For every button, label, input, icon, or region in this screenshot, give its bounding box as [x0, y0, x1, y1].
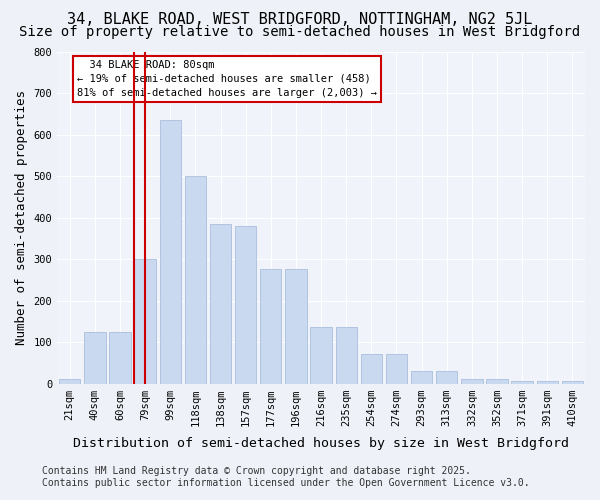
Bar: [59, 380, 80, 384]
Bar: [361, 354, 382, 384]
Bar: [84, 332, 106, 384]
X-axis label: Distribution of semi-detached houses by size in West Bridgford: Distribution of semi-detached houses by …: [73, 437, 569, 450]
Bar: [260, 270, 281, 384]
Bar: [536, 382, 558, 384]
Bar: [134, 259, 156, 384]
Bar: [285, 270, 307, 384]
Text: 34, BLAKE ROAD, WEST BRIDGFORD, NOTTINGHAM, NG2 5JL: 34, BLAKE ROAD, WEST BRIDGFORD, NOTTINGH…: [67, 12, 533, 28]
Bar: [109, 332, 131, 384]
Bar: [235, 226, 256, 384]
Bar: [310, 328, 332, 384]
Bar: [487, 380, 508, 384]
Bar: [185, 176, 206, 384]
Bar: [411, 371, 433, 384]
Text: Contains HM Land Registry data © Crown copyright and database right 2025.
Contai: Contains HM Land Registry data © Crown c…: [42, 466, 530, 487]
Bar: [335, 328, 357, 384]
Bar: [511, 382, 533, 384]
Bar: [160, 120, 181, 384]
Bar: [562, 382, 583, 384]
Y-axis label: Number of semi-detached properties: Number of semi-detached properties: [15, 90, 28, 345]
Bar: [386, 354, 407, 384]
Text: Size of property relative to semi-detached houses in West Bridgford: Size of property relative to semi-detach…: [19, 25, 581, 39]
Bar: [210, 224, 231, 384]
Text: 34 BLAKE ROAD: 80sqm
← 19% of semi-detached houses are smaller (458)
81% of semi: 34 BLAKE ROAD: 80sqm ← 19% of semi-detac…: [77, 60, 377, 98]
Bar: [436, 371, 457, 384]
Bar: [461, 380, 482, 384]
